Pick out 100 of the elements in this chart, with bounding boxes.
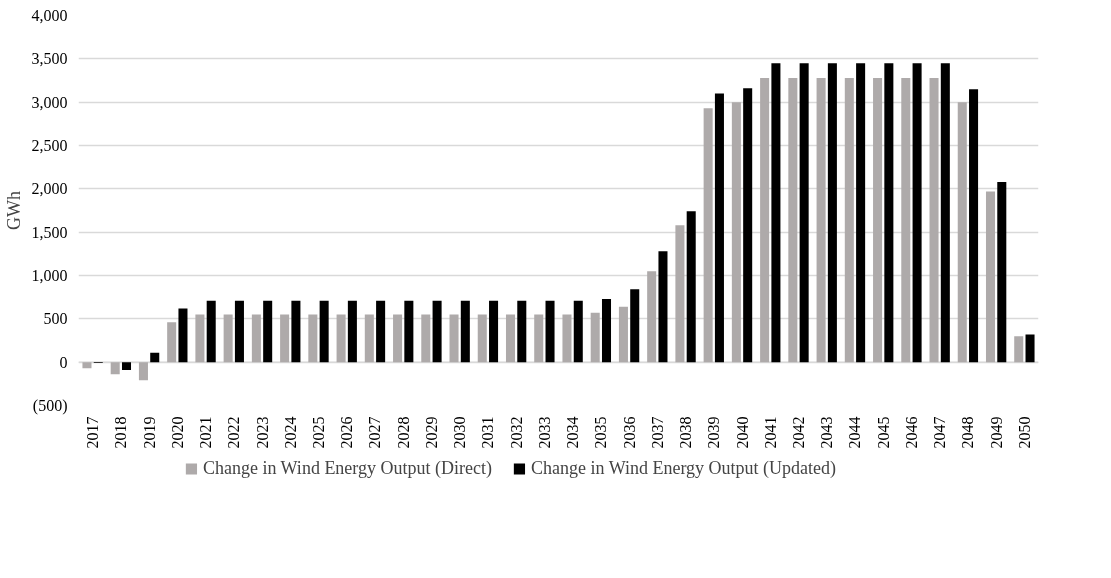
legend-label: Change in Wind Energy Output (Direct) xyxy=(202,457,492,479)
bar xyxy=(929,77,939,363)
x-tick-label: 2027 xyxy=(366,416,384,449)
bar xyxy=(573,300,583,363)
bar xyxy=(884,63,894,363)
x-tick-label: 2049 xyxy=(987,416,1005,449)
bar xyxy=(601,298,612,363)
x-tick-label: 2020 xyxy=(168,416,186,449)
bar xyxy=(912,63,922,363)
x-tick-label: 2019 xyxy=(140,416,158,449)
bar xyxy=(489,300,499,363)
x-tick-label: 2046 xyxy=(902,416,920,449)
bar xyxy=(873,77,883,363)
bar xyxy=(505,314,516,363)
bar xyxy=(969,89,979,363)
bar xyxy=(545,300,555,363)
x-tick-label: 2033 xyxy=(535,416,553,449)
bar xyxy=(703,108,713,363)
bar xyxy=(82,362,92,369)
bar xyxy=(844,77,854,363)
bar xyxy=(110,362,120,375)
x-tick-label: 2034 xyxy=(564,416,582,449)
bar xyxy=(714,93,724,363)
bar xyxy=(280,314,290,363)
bar xyxy=(562,314,572,363)
bar xyxy=(234,300,244,363)
y-tick-label: 1,500 xyxy=(31,223,68,241)
x-tick-label: 2045 xyxy=(874,416,892,449)
bar xyxy=(291,300,301,363)
x-tick-label: 2038 xyxy=(677,416,695,449)
bar xyxy=(658,251,668,363)
bar xyxy=(138,362,148,381)
bar xyxy=(788,77,798,363)
bar xyxy=(251,314,261,363)
y-tick-label: 2,500 xyxy=(31,137,68,154)
x-tick-label: 2028 xyxy=(394,416,412,449)
bar xyxy=(167,322,177,363)
y-tick-label: 4,000 xyxy=(31,7,68,24)
bar xyxy=(799,63,809,363)
bar xyxy=(743,88,753,363)
x-tick-label: 2047 xyxy=(931,416,949,449)
bar xyxy=(336,314,346,363)
bar xyxy=(940,63,950,363)
bar xyxy=(460,300,470,363)
x-tick-label: 2037 xyxy=(648,416,666,449)
x-tick-label: 2039 xyxy=(705,416,723,449)
bar xyxy=(731,102,741,363)
bar xyxy=(856,63,866,363)
bar xyxy=(376,300,386,363)
bar xyxy=(901,77,911,363)
bar xyxy=(404,300,414,363)
bar xyxy=(985,191,996,363)
bar xyxy=(1014,336,1024,363)
bar xyxy=(263,300,273,363)
bar xyxy=(771,63,781,363)
y-tick-label: 500 xyxy=(43,310,68,328)
x-tick-label: 2024 xyxy=(281,416,299,449)
bar xyxy=(308,314,318,363)
bar xyxy=(432,300,442,363)
bar xyxy=(997,181,1007,363)
x-tick-label: 2032 xyxy=(507,416,525,449)
bar xyxy=(760,77,770,363)
x-tick-label: 2023 xyxy=(253,416,271,449)
x-tick-label: 2018 xyxy=(112,416,130,449)
bar xyxy=(178,308,188,363)
x-tick-label: 2026 xyxy=(338,416,356,449)
y-tick-label: (500) xyxy=(32,397,68,415)
bar xyxy=(319,300,329,363)
x-tick-label: 2035 xyxy=(592,416,610,449)
bar xyxy=(195,314,205,363)
bar xyxy=(347,300,357,363)
bar xyxy=(517,300,527,363)
bar xyxy=(449,314,459,363)
x-tick-label: 2041 xyxy=(761,416,779,449)
bar xyxy=(686,211,696,363)
x-tick-label: 2048 xyxy=(959,416,977,449)
bar xyxy=(618,306,628,363)
x-tick-label: 2050 xyxy=(1015,416,1033,449)
bar xyxy=(206,300,216,363)
x-tick-label: 2040 xyxy=(733,416,751,449)
bar xyxy=(121,362,132,370)
bar xyxy=(421,314,431,363)
bar xyxy=(590,312,600,363)
bar xyxy=(675,225,685,363)
y-tick-label: 3,000 xyxy=(31,93,68,111)
x-tick-label: 2017 xyxy=(84,416,102,449)
x-tick-label: 2036 xyxy=(620,416,638,449)
y-tick-label: 0 xyxy=(59,353,68,371)
bar xyxy=(477,314,487,363)
bar xyxy=(647,271,657,363)
x-tick-label: 2044 xyxy=(846,416,864,449)
bar xyxy=(223,314,233,363)
bar xyxy=(534,314,544,363)
x-tick-label: 2022 xyxy=(225,416,243,449)
x-tick-label: 2025 xyxy=(310,416,327,449)
y-tick-label: 1,000 xyxy=(31,267,68,284)
legend-label: Change in Wind Energy Output (Updated) xyxy=(530,457,837,479)
x-tick-label: 2029 xyxy=(422,416,440,449)
bar xyxy=(364,314,374,363)
bar xyxy=(827,63,837,363)
